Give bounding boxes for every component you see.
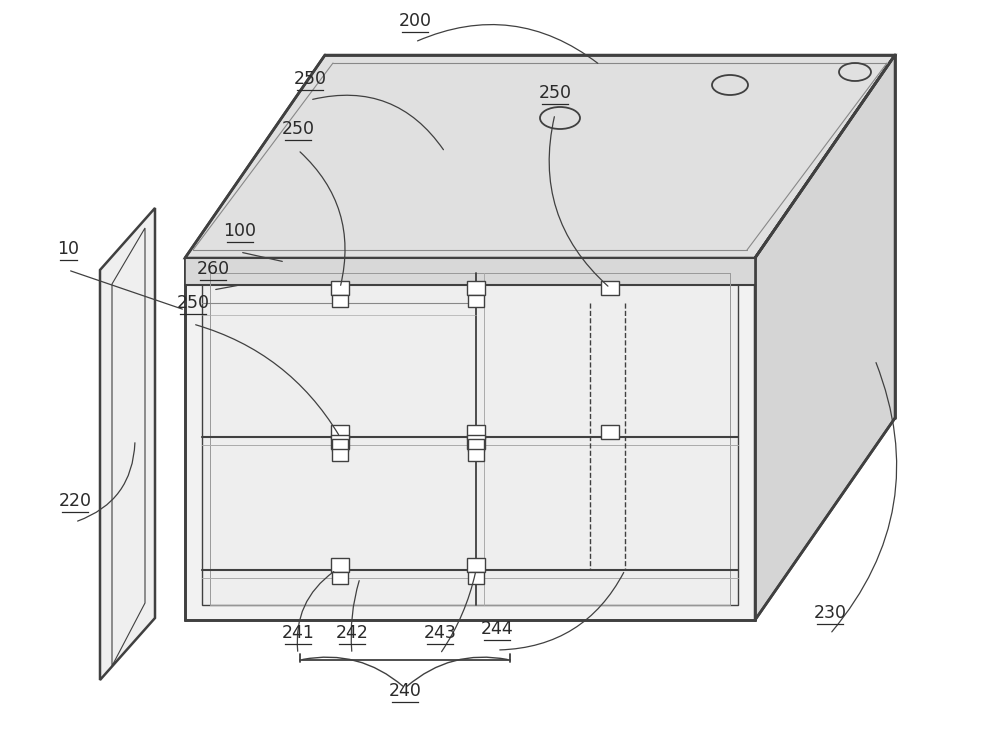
Text: 250: 250 [538,84,572,102]
Bar [467,281,485,295]
Text: 250: 250 [176,294,210,312]
Bar [601,281,619,295]
Text: 100: 100 [224,222,256,240]
Text: 241: 241 [282,624,314,642]
Bar [331,435,349,449]
Text: 10: 10 [57,240,79,258]
Bar [467,558,485,572]
Bar [468,295,484,307]
Polygon shape [185,258,755,620]
Polygon shape [185,258,755,285]
Polygon shape [185,55,895,258]
Text: 240: 240 [389,682,421,700]
Bar [467,425,485,439]
Bar [468,449,484,461]
Bar [601,425,619,439]
Bar [332,449,348,461]
Text: 200: 200 [398,12,432,30]
Bar [331,281,349,295]
Text: 230: 230 [814,604,846,622]
Text: 250: 250 [294,70,326,88]
Bar [331,425,349,439]
Text: 242: 242 [336,624,368,642]
Text: 250: 250 [282,120,314,138]
Bar [467,435,485,449]
Text: 243: 243 [424,624,456,642]
Text: 260: 260 [196,260,230,278]
Bar [332,295,348,307]
Bar [332,439,348,451]
Bar [468,572,484,584]
Polygon shape [202,273,738,605]
Bar [331,558,349,572]
Text: 244: 244 [481,620,513,638]
Bar [332,572,348,584]
Bar [468,439,484,451]
Polygon shape [100,208,155,680]
Polygon shape [755,55,895,620]
Text: 220: 220 [58,492,92,510]
